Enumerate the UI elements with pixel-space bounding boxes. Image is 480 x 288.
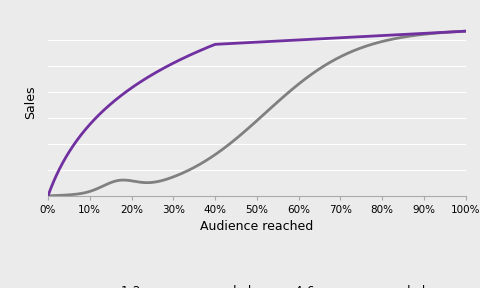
Y-axis label: Sales: Sales [24, 86, 37, 119]
X-axis label: Audience reached: Audience reached [200, 220, 313, 233]
Legend: 1-2 messages needed, 4-6 messages needed: 1-2 messages needed, 4-6 messages needed [84, 280, 430, 288]
